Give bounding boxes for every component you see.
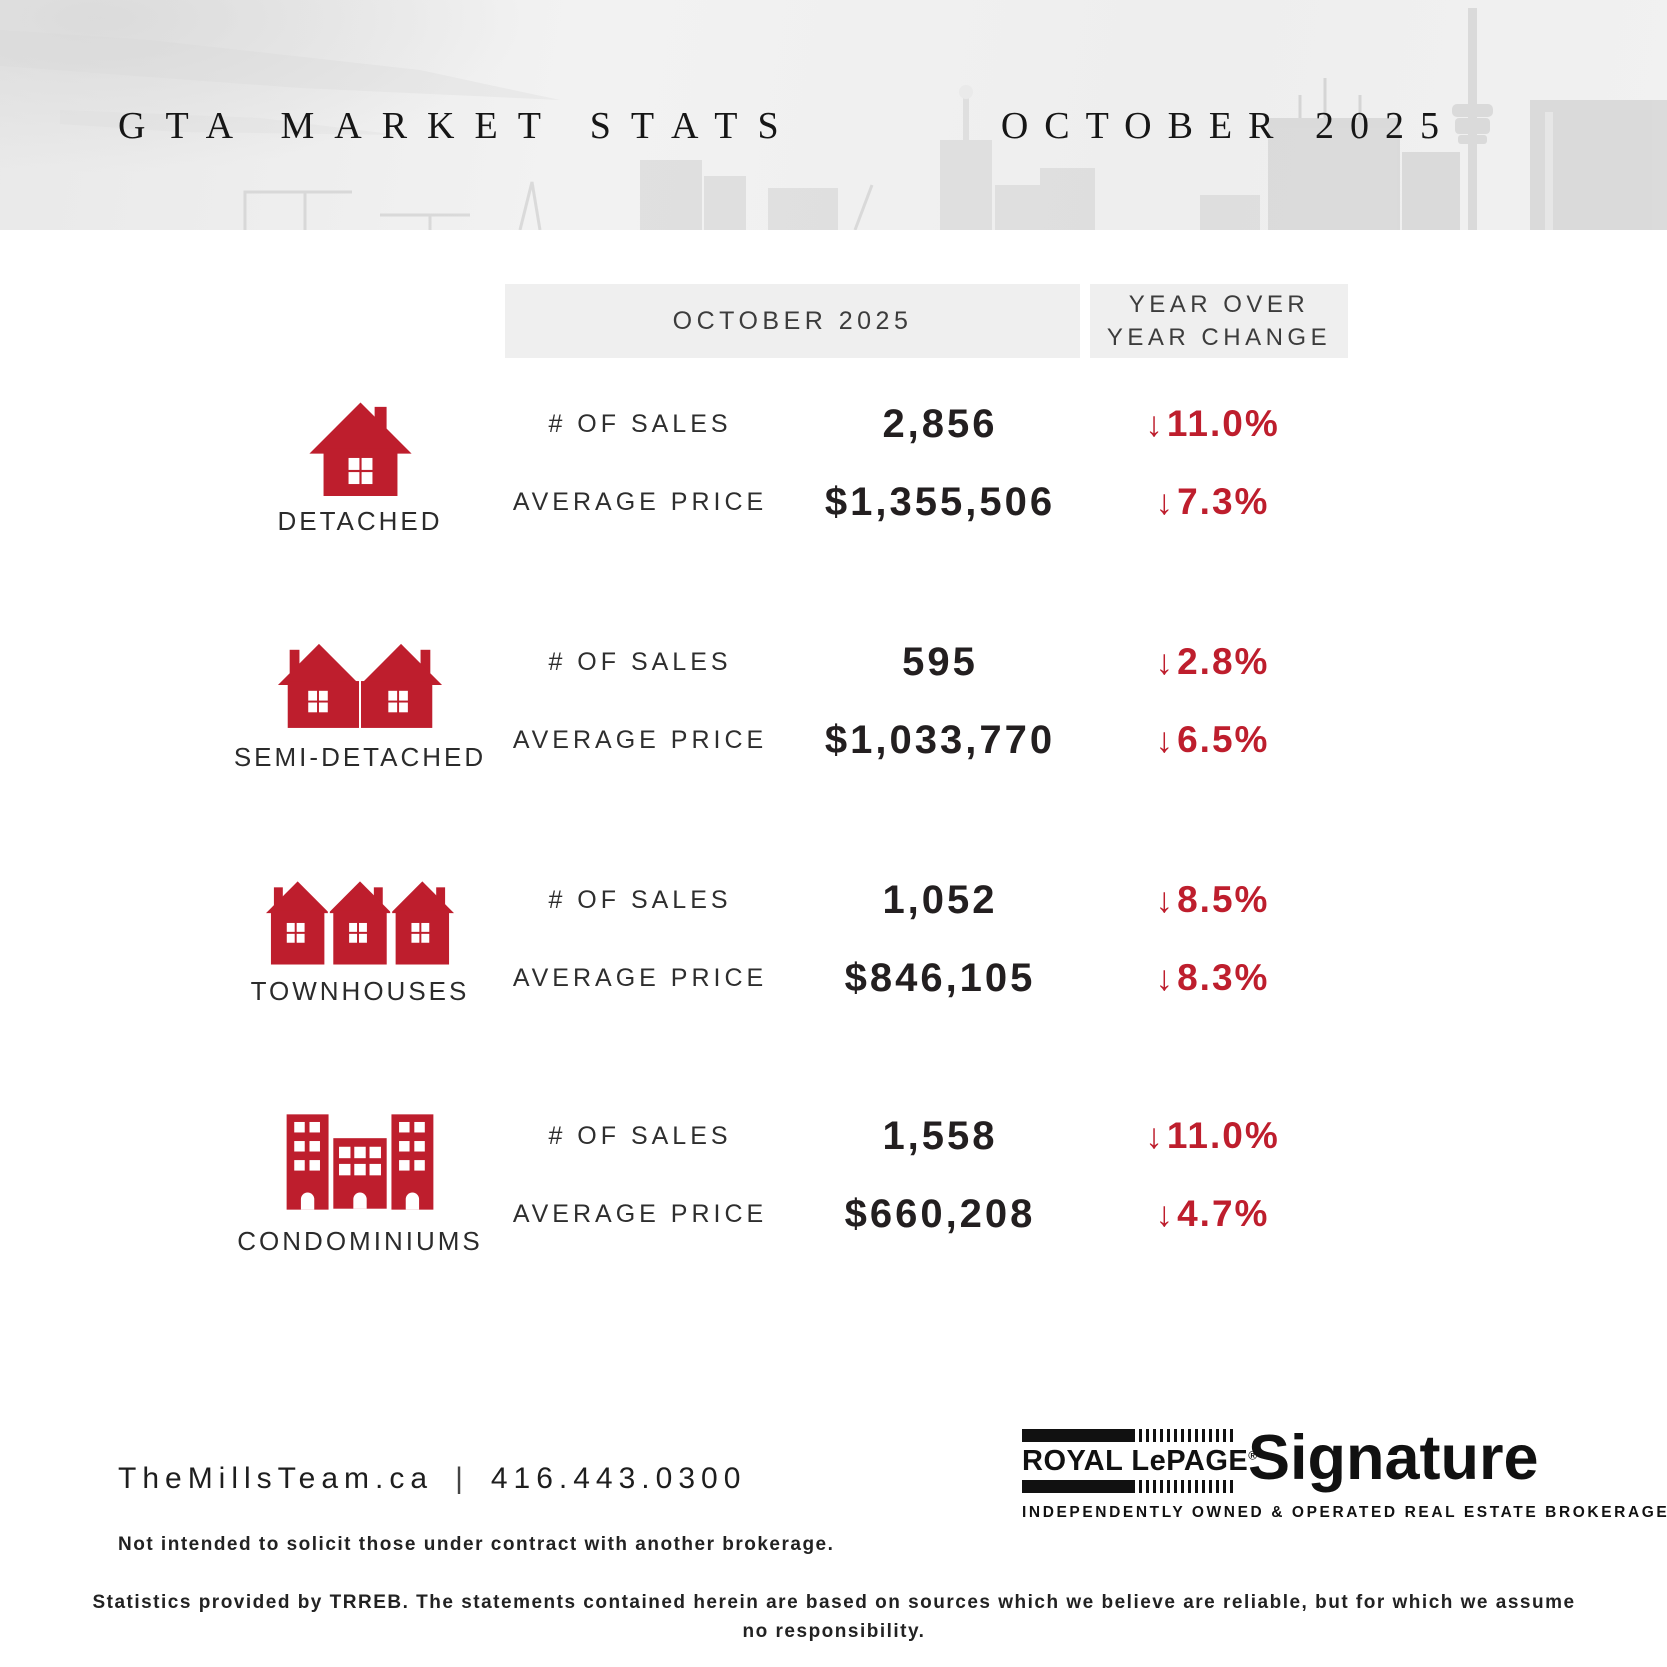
column-header-month-label: OCTOBER 2025: [672, 306, 913, 335]
phone-text: 416.443.0300: [490, 1462, 747, 1495]
down-arrow-icon: ↓: [1155, 881, 1176, 920]
detached-sales-value: 2,856: [882, 401, 998, 446]
sales-label: # OF SALES: [548, 885, 732, 914]
townhouses-price-line: AVERAGE PRICE $846,105 ↓8.3%: [480, 950, 1345, 1006]
category-label-semi-detached: SEMI-DETACHED: [233, 742, 487, 772]
column-header-yoy: YEAR OVER YEAR CHANGE: [1090, 284, 1348, 358]
semi-detached-price-line: AVERAGE PRICE $1,033,770 ↓6.5%: [480, 712, 1345, 768]
page-title: GTA MARKET STATS: [118, 105, 799, 147]
column-header-yoy-line2: YEAR CHANGE: [1106, 324, 1332, 351]
royal-lepage-wordmark: ROYAL LePAGE®: [1022, 1445, 1258, 1477]
townhouses-price-value: $846,105: [844, 955, 1036, 1000]
condominiums-icon: [286, 1114, 434, 1211]
logo-bar-top: [1022, 1429, 1234, 1442]
condominiums-sales-yoy: ↓11.0%: [1145, 1115, 1280, 1156]
detached-house-icon: [308, 402, 412, 496]
row-townhouses-icon-cell: TOWNHOUSES: [240, 872, 480, 1007]
semi-detached-sales-yoy: ↓2.8%: [1155, 641, 1270, 682]
down-arrow-icon: ↓: [1155, 721, 1176, 760]
contact-separator: |: [455, 1462, 469, 1495]
condominiums-sales-line: # OF SALES 1,558 ↓11.0%: [480, 1108, 1345, 1164]
detached-price-value: $1,355,506: [824, 479, 1056, 524]
row-detached-icon-cell: DETACHED: [240, 396, 480, 537]
sales-label: # OF SALES: [548, 409, 732, 438]
row-semi-detached-icon-cell: SEMI-DETACHED: [234, 634, 483, 773]
website-text: TheMillsTeam.ca: [118, 1462, 434, 1495]
category-label-detached: DETACHED: [277, 506, 443, 536]
report-period: OCTOBER 2025: [1000, 105, 1455, 147]
price-label: AVERAGE PRICE: [512, 1199, 768, 1228]
header-band: GTA MARKET STATS OCTOBER 2025: [0, 0, 1667, 230]
stats-disclaimer: Statistics provided by TRREB. The statem…: [92, 1592, 1576, 1642]
solicit-disclaimer: Not intended to solicit those under cont…: [118, 1534, 835, 1555]
townhouses-sales-value: 1,052: [882, 877, 998, 922]
registered-mark: ®: [1248, 1448, 1258, 1463]
townhouses-icon: [266, 881, 454, 965]
down-arrow-icon: ↓: [1145, 405, 1165, 444]
semi-detached-price-yoy: ↓6.5%: [1155, 719, 1270, 760]
down-arrow-icon: ↓: [1155, 959, 1176, 998]
signature-wordmark: Signature: [1248, 1423, 1539, 1493]
column-header-month: OCTOBER 2025: [505, 284, 1080, 358]
brokerage-tagline: INDEPENDENTLY OWNED & OPERATED REAL ESTA…: [1022, 1504, 1667, 1521]
category-label-condominiums: CONDOMINIUMS: [237, 1226, 483, 1256]
semi-detached-sales-line: # OF SALES 595 ↓2.8%: [480, 634, 1345, 690]
row-condominiums-icon-cell: CONDOMINIUMS: [237, 1108, 483, 1257]
contact-line: TheMillsTeam.ca | 416.443.0300: [118, 1462, 746, 1496]
sales-label: # OF SALES: [548, 647, 732, 676]
toronto-skyline-image: [0, 8, 1667, 230]
townhouses-price-yoy: ↓8.3%: [1155, 957, 1270, 998]
down-arrow-icon: ↓: [1155, 643, 1176, 682]
price-label: AVERAGE PRICE: [512, 963, 768, 992]
down-arrow-icon: ↓: [1155, 483, 1176, 522]
down-arrow-icon: ↓: [1155, 1195, 1176, 1234]
semi-detached-house-icon: [277, 643, 443, 728]
condominiums-price-value: $660,208: [844, 1191, 1036, 1236]
category-label-townhouses: TOWNHOUSES: [250, 976, 470, 1006]
logo-bar-bottom: [1022, 1480, 1234, 1493]
townhouses-sales-line: # OF SALES 1,052 ↓8.5%: [480, 872, 1345, 928]
condominiums-sales-value: 1,558: [882, 1113, 998, 1158]
royal-lepage-signature-logo: ROYAL LePAGE® Signature INDEPENDENTLY OW…: [1022, 1423, 1667, 1522]
semi-detached-sales-value: 595: [902, 639, 978, 684]
semi-detached-price-value: $1,033,770: [824, 717, 1056, 762]
detached-price-yoy: ↓7.3%: [1155, 481, 1270, 522]
condominiums-price-yoy: ↓4.7%: [1155, 1193, 1270, 1234]
sales-label: # OF SALES: [548, 1121, 732, 1150]
condominiums-price-line: AVERAGE PRICE $660,208 ↓4.7%: [480, 1186, 1345, 1242]
detached-sales-yoy: ↓11.0%: [1145, 403, 1280, 444]
detached-sales-line: # OF SALES 2,856 ↓11.0%: [480, 396, 1345, 452]
column-header-yoy-line1: YEAR OVER: [1128, 291, 1310, 318]
royal-lepage-mark: ROYAL LePAGE®: [1022, 1429, 1258, 1493]
price-label: AVERAGE PRICE: [512, 725, 768, 754]
down-arrow-icon: ↓: [1145, 1117, 1165, 1156]
townhouses-sales-yoy: ↓8.5%: [1155, 879, 1270, 920]
detached-price-line: AVERAGE PRICE $1,355,506 ↓7.3%: [480, 474, 1345, 530]
price-label: AVERAGE PRICE: [512, 487, 768, 516]
